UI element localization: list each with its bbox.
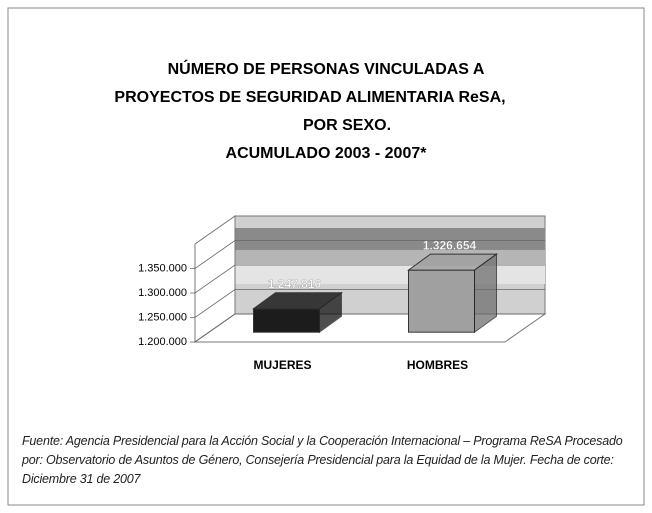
chart-title: ACUMULADO 2003 - 2007*: [226, 145, 428, 162]
grid-line: [190, 264, 545, 294]
y-tick-label: 1.300.000: [138, 287, 187, 299]
chart-title: POR SEXO.: [303, 117, 391, 134]
bar-side: [319, 291, 342, 334]
wall-band: [235, 228, 545, 250]
frame: [7, 7, 645, 506]
bar-front: [253, 308, 320, 333]
chart-title: PROYECTOS DE SEGURIDAD ALIMENTARIA ReSA,: [114, 89, 505, 106]
data-label: 1.326.654: [423, 238, 477, 252]
grid-line: [190, 313, 545, 343]
grid-line: [190, 240, 545, 269]
source-note: Fuente: Agencia Presidencial para la Acc…: [22, 434, 623, 486]
y-tick-label: 1.250.000: [138, 311, 187, 323]
wall-band: [235, 250, 545, 264]
y-tick-label: 1.350.000: [138, 262, 187, 274]
x-tick-label: MUJERES: [253, 358, 311, 372]
data-label: 1.247.816: [268, 277, 322, 291]
chart-title: NÚMERO DE PERSONAS VINCULADAS A: [168, 59, 485, 78]
x-tick-label: HOMBRES: [407, 358, 468, 372]
y-tick-label: 1.200.000: [138, 336, 187, 348]
grid-line: [190, 289, 545, 318]
bar-side: [474, 253, 497, 334]
bar-front: [408, 269, 475, 333]
